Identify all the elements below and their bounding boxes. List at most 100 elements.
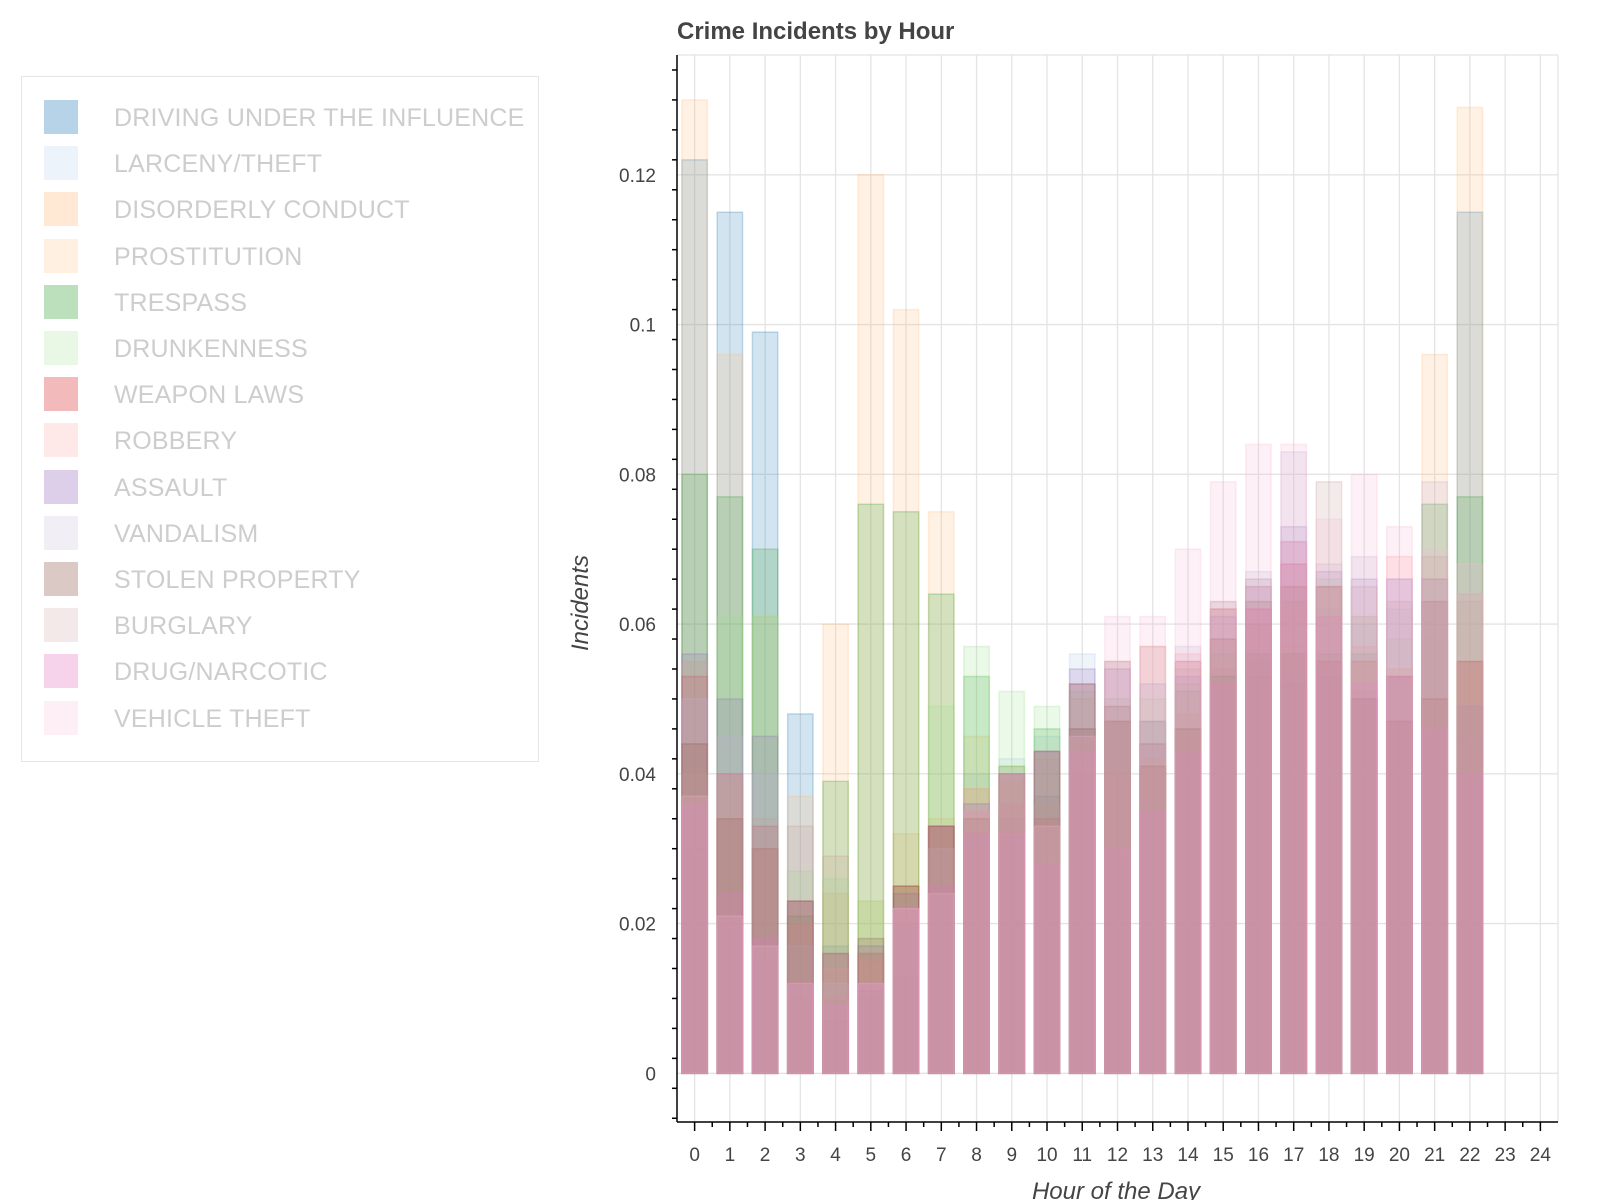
bar (892, 907, 920, 1075)
bar (963, 817, 990, 1075)
bar (1068, 735, 1096, 1075)
bar (963, 788, 990, 1075)
legend-label: DRIVING UNDER THE INFLUENCE (114, 104, 525, 132)
bar (927, 892, 955, 1075)
bar (1385, 578, 1413, 1075)
bar (1350, 585, 1378, 1075)
bar (1456, 593, 1484, 1075)
legend: DRIVING UNDER THE INFLUENCE LARCENY/THEFT… (21, 76, 539, 762)
bar (927, 847, 955, 1075)
bar (998, 803, 1026, 1075)
bar (892, 308, 920, 1075)
legend-item[interactable]: PROSTITUTION (44, 238, 524, 274)
bar (1139, 720, 1167, 1075)
series-prostitution (681, 99, 1484, 1075)
bar (751, 817, 779, 1075)
bar (786, 900, 814, 1075)
bar (1104, 720, 1131, 1075)
x-tick-label: 12 (1107, 1145, 1128, 1166)
legend-item[interactable]: ASSAULT (44, 469, 524, 505)
bar (681, 653, 709, 1075)
bar (892, 907, 920, 1075)
x-tick-label: 5 (866, 1145, 877, 1166)
legend-item[interactable]: ROBBERY (44, 422, 524, 458)
legend-item[interactable]: WEAPON LAWS (44, 376, 524, 412)
legend-item[interactable]: VANDALISM (44, 515, 524, 551)
bar (1209, 615, 1237, 1075)
bar (1245, 443, 1272, 1075)
bar (998, 773, 1026, 1075)
bar (681, 698, 709, 1075)
legend-item[interactable]: DRIVING UNDER THE INFLUENCE (44, 99, 524, 135)
bar (1033, 750, 1061, 1075)
bar (998, 832, 1026, 1075)
bar (1068, 750, 1096, 1075)
series-robbery (681, 555, 1484, 1075)
legend-label: BURGLARY (114, 612, 253, 641)
bar (857, 982, 885, 1075)
bar (927, 825, 955, 1075)
x-tick-label: 22 (1459, 1145, 1480, 1166)
bar (1104, 720, 1131, 1075)
x-tick-label: 2 (760, 1145, 771, 1166)
bar (1315, 660, 1343, 1075)
bar (998, 690, 1026, 1075)
bar (963, 810, 990, 1075)
series-trespass (681, 473, 1484, 1075)
bar (716, 698, 744, 1075)
bar (1421, 600, 1449, 1075)
legend-item[interactable]: DRUG/NARCOTIC (44, 653, 524, 689)
legend-swatch (44, 608, 78, 643)
bar (1350, 683, 1378, 1075)
bar (1139, 758, 1167, 1075)
bar (927, 817, 955, 1075)
bar (1033, 825, 1061, 1075)
bar (1456, 660, 1484, 1075)
legend-item[interactable]: VEHICLE THEFT (44, 700, 524, 736)
bar (1033, 758, 1061, 1075)
bar (1350, 660, 1378, 1075)
bar (1456, 563, 1484, 1075)
x-tick-label: 21 (1424, 1145, 1445, 1166)
bar (927, 825, 955, 1075)
bar (716, 922, 744, 1075)
series-vandalism (681, 451, 1484, 1075)
legend-swatch (44, 146, 78, 181)
bar (822, 1020, 850, 1075)
bar (822, 952, 850, 1075)
bar (1174, 660, 1202, 1075)
bar (857, 900, 885, 1075)
bar (1421, 698, 1449, 1075)
bar (1209, 608, 1237, 1075)
x-tick-label: 10 (1036, 1145, 1057, 1166)
bar (1315, 653, 1343, 1075)
bar (751, 735, 779, 1075)
legend-item[interactable]: BURGLARY (44, 607, 524, 643)
legend-item[interactable]: DRUNKENNESS (44, 330, 524, 366)
bar (1350, 690, 1378, 1075)
bar (1033, 803, 1061, 1075)
legend-item[interactable]: TRESPASS (44, 284, 524, 320)
bar (1280, 653, 1308, 1075)
bar (927, 892, 955, 1075)
bar (1033, 750, 1061, 1075)
bar (1139, 765, 1167, 1075)
bar (1315, 585, 1343, 1075)
bar (1315, 585, 1343, 1075)
bar (1456, 593, 1484, 1075)
x-tick-label: 11 (1072, 1145, 1092, 1166)
bar (1315, 585, 1343, 1075)
legend-item[interactable]: STOLEN PROPERTY (44, 561, 524, 597)
legend-swatch (44, 284, 78, 319)
bar (1280, 443, 1308, 1075)
bar (1456, 496, 1484, 1075)
legend-item[interactable]: DISORDERLY CONDUCT (44, 191, 524, 227)
series-burglary (681, 481, 1484, 1075)
bar (1385, 720, 1413, 1075)
legend-item[interactable]: LARCENY/THEFT (44, 145, 524, 181)
x-tick-label: 17 (1283, 1145, 1304, 1166)
bar (1174, 675, 1202, 1075)
bar (1280, 600, 1308, 1075)
bar (1421, 481, 1449, 1075)
bar (927, 847, 955, 1075)
